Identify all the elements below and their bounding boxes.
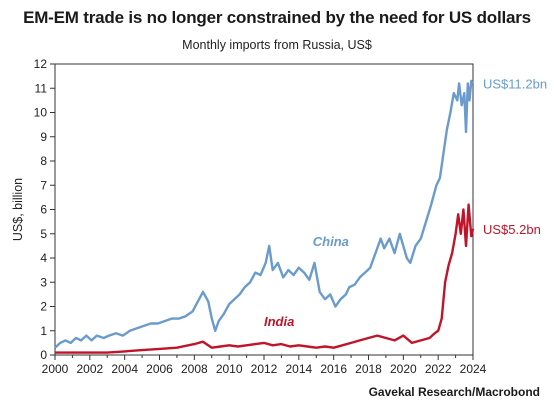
x-tick-label: 2012 <box>251 362 278 376</box>
chart-title: EM-EM trade is no longer constrained by … <box>23 8 531 27</box>
y-tick-label: 9 <box>40 130 47 144</box>
y-axis-label: US$, billion <box>11 178 25 241</box>
x-tick-label: 2020 <box>390 362 417 376</box>
end-value-label-china: US$11.2bn <box>483 76 547 91</box>
series-annotation-india: India <box>264 314 294 329</box>
x-tick-label: 2014 <box>285 362 312 376</box>
y-tick-label: 10 <box>34 106 48 120</box>
x-tick-label: 2010 <box>216 362 243 376</box>
y-tick-label: 4 <box>40 251 47 265</box>
x-tick-label: 2022 <box>425 362 452 376</box>
y-tick-label: 8 <box>40 154 47 168</box>
y-tick-label: 6 <box>40 203 47 217</box>
series-annotation-china: China <box>313 234 349 249</box>
x-tick-label: 2000 <box>42 362 69 376</box>
x-tick-label: 2002 <box>76 362 103 376</box>
y-tick-label: 5 <box>40 227 47 241</box>
y-tick-label: 1 <box>40 324 47 338</box>
y-tick-label: 7 <box>40 178 47 192</box>
end-value-label-india: US$5.2bn <box>483 222 541 237</box>
y-tick-label: 2 <box>40 300 47 314</box>
x-tick-label: 2008 <box>181 362 208 376</box>
plot-frame <box>54 63 474 356</box>
series-labels: US$11.2bn US$5.2bn China India <box>264 76 547 329</box>
y-tick-label: 0 <box>40 348 47 362</box>
x-tick-label: 2004 <box>111 362 138 376</box>
x-tick-label: 2006 <box>146 362 173 376</box>
chart-subtitle: Monthly imports from Russia, US$ <box>182 38 372 52</box>
y-tick-label: 12 <box>34 57 48 71</box>
y-tick-label: 3 <box>40 275 47 289</box>
series-lines <box>54 79 475 354</box>
series-line-china <box>54 79 474 349</box>
x-tick-label: 2018 <box>355 362 382 376</box>
source-credit: Gavekal Research/Macrobond <box>368 385 540 399</box>
x-tick-label: 2016 <box>320 362 347 376</box>
x-tick-label: 2024 <box>460 362 487 376</box>
y-tick-label: 11 <box>35 81 48 95</box>
series-line-india <box>55 203 475 354</box>
